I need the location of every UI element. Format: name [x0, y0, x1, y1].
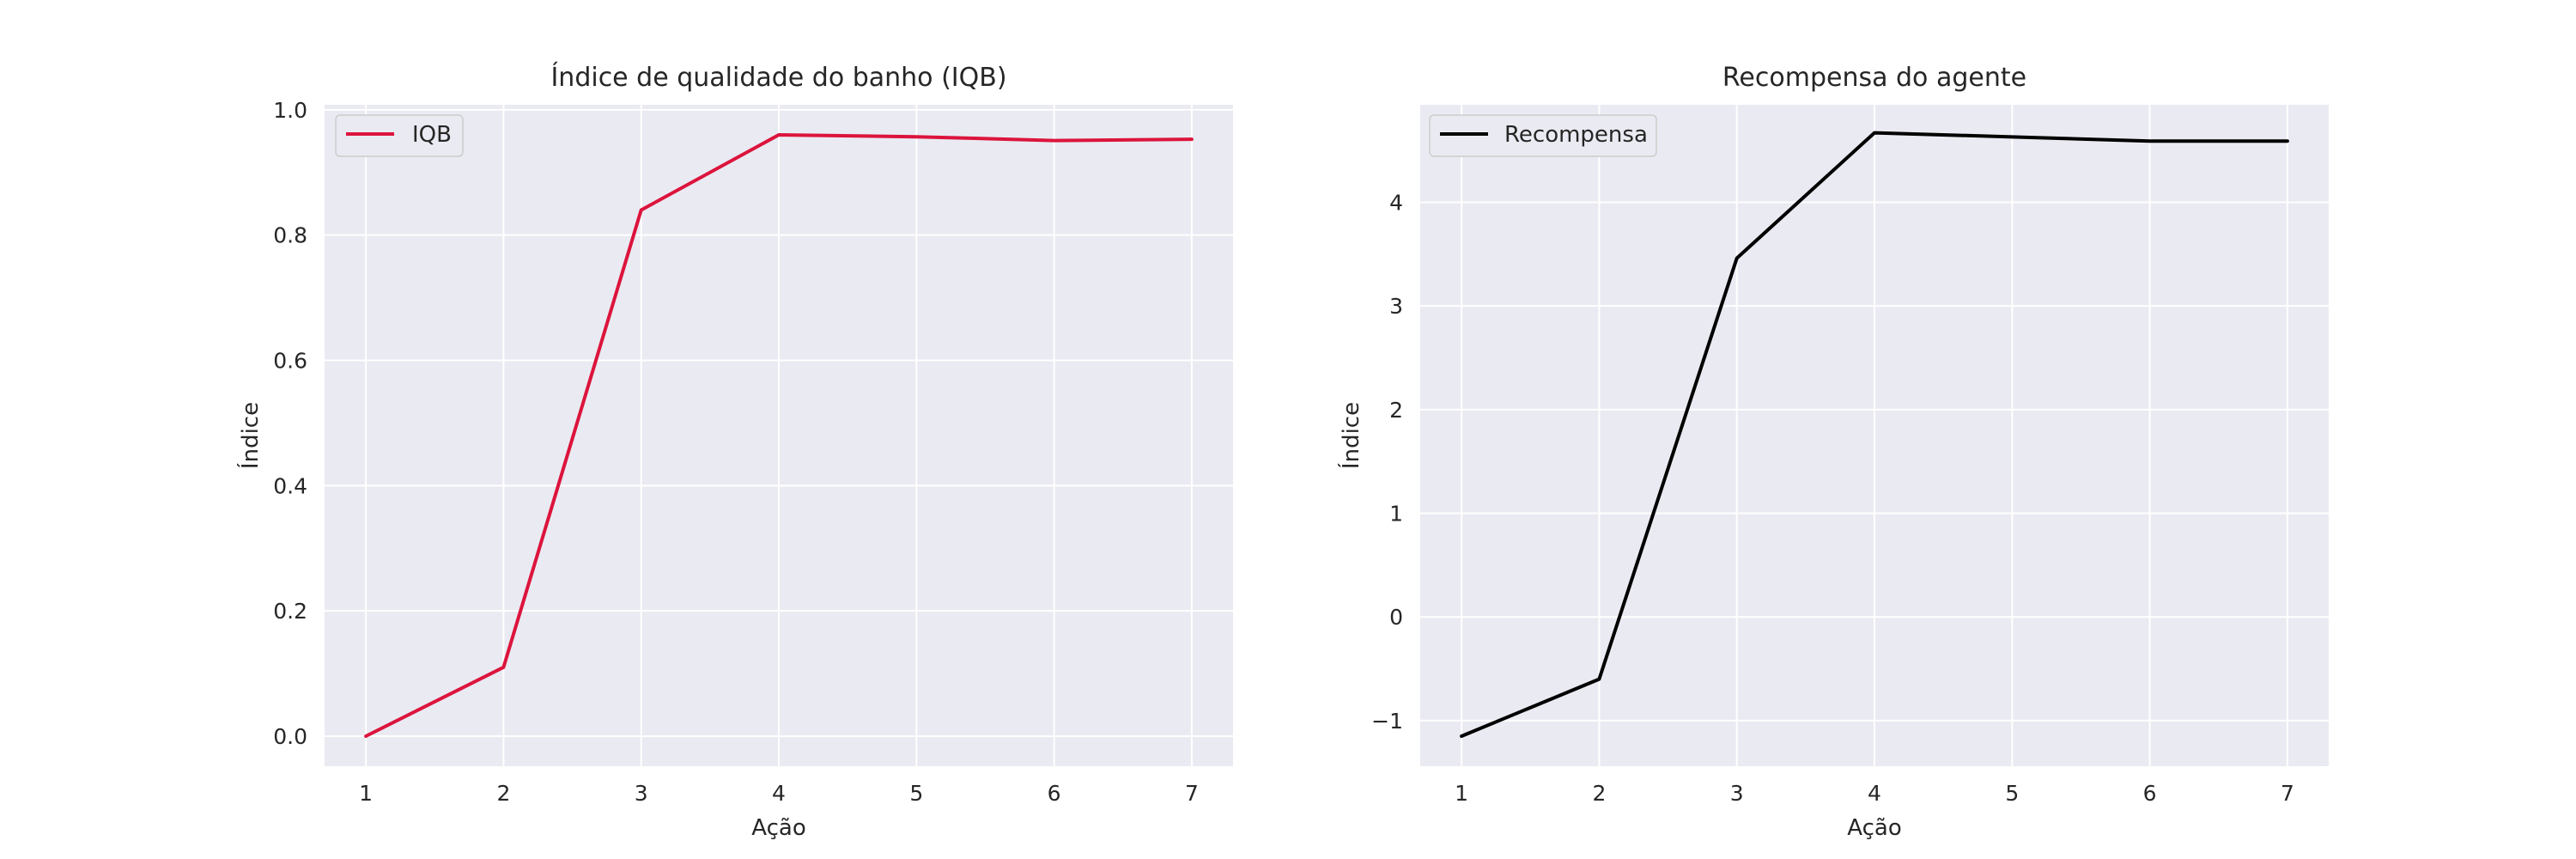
reward-y-tick-label: 0: [1389, 605, 1403, 630]
iqb-series-line: [364, 133, 1194, 738]
iqb-y-tick-label: 0.8: [273, 223, 307, 248]
iqb-y-tick-label: 0.6: [273, 349, 307, 374]
reward-chart-title: Recompensa do agente: [1722, 63, 2026, 93]
iqb-x-tick-label: 3: [635, 781, 648, 806]
reward-x-tick-label: 1: [1455, 781, 1468, 806]
reward-x-tick-label: 2: [1592, 781, 1606, 806]
reward-y-axis-label: Índice: [1337, 402, 1364, 469]
iqb-x-axis-label: Ação: [751, 815, 805, 841]
reward-series-layer: [1460, 131, 2289, 738]
iqb-x-tick-label: 6: [1048, 781, 1061, 806]
iqb-legend-label: IQB: [412, 122, 452, 148]
reward-x-tick-label: 6: [2143, 781, 2157, 806]
reward-y-tick-label: 1: [1389, 502, 1403, 527]
reward-grid: [1420, 105, 2329, 766]
reward-x-tick-label: 7: [2281, 781, 2294, 806]
reward-x-tick-label: 5: [2005, 781, 2019, 806]
reward-y-ticks: −1 0 1 2 3 4: [1371, 190, 1403, 733]
reward-y-tick-label: 2: [1389, 398, 1403, 423]
iqb-legend-box: [335, 114, 464, 157]
reward-legend-label: Recompensa: [1504, 122, 1648, 148]
iqb-y-axis-label: Índice: [236, 402, 264, 469]
iqb-chart: 1 2 3 4 5 6 7 0.0 0.2 0.4 0.6 0.8 1.0 Índice de qua…: [236, 62, 1233, 841]
iqb-y-tick-label: 0.2: [273, 599, 307, 624]
iqb-x-ticks: 1 2 3 4 5 6 7: [359, 781, 1199, 806]
iqb-x-tick-label: 5: [909, 781, 923, 806]
reward-legend: Recompensa: [1429, 114, 1657, 157]
iqb-y-tick-label: 0.4: [273, 473, 307, 498]
reward-x-tick-label: 4: [1868, 781, 1881, 806]
iqb-x-tick-label: 1: [359, 781, 373, 806]
reward-x-tick-label: 3: [1730, 781, 1744, 806]
iqb-x-tick-label: 7: [1185, 781, 1199, 806]
reward-y-tick-label: −1: [1371, 709, 1403, 734]
reward-chart: 1 2 3 4 5 6 7 −1 0 1 2 3 4 Recompensa do agente Açã…: [1337, 63, 2329, 841]
iqb-x-tick-label: 2: [496, 781, 510, 806]
reward-x-axis-label: Ação: [1847, 815, 1901, 841]
reward-series-line: [1460, 131, 2289, 738]
iqb-chart-title: Índice de qualidade do banho (IQB): [550, 62, 1006, 93]
reward-x-ticks: 1 2 3 4 5 6 7: [1455, 781, 2294, 806]
reward-y-tick-label: 4: [1389, 190, 1403, 215]
iqb-y-ticks: 0.0 0.2 0.4 0.6 0.8 1.0: [273, 98, 307, 749]
iqb-y-tick-label: 0.0: [273, 724, 307, 749]
reward-y-tick-label: 3: [1389, 294, 1403, 319]
iqb-y-tick-label: 1.0: [273, 98, 307, 123]
reward-legend-box: [1429, 114, 1657, 157]
iqb-x-tick-label: 4: [772, 781, 786, 806]
iqb-legend: IQB: [335, 114, 464, 157]
iqb-series-layer: [364, 133, 1194, 738]
